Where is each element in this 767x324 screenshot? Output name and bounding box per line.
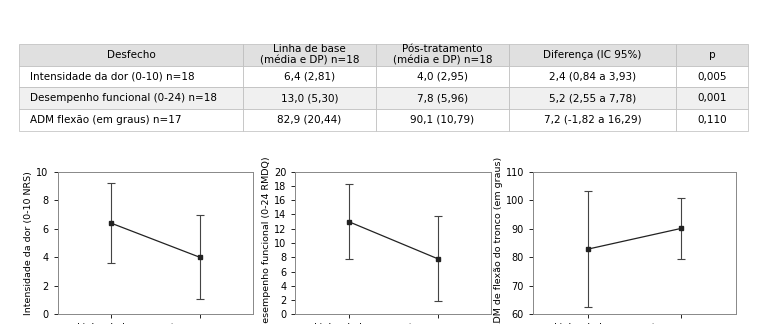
Y-axis label: Desempenho funcional (0-24 RMDQ): Desempenho funcional (0-24 RMDQ): [262, 156, 271, 324]
Y-axis label: Intensidade da dor (0-10 NRS): Intensidade da dor (0-10 NRS): [25, 171, 34, 315]
Y-axis label: ADM de flexão do tronco (em graus): ADM de flexão do tronco (em graus): [494, 157, 503, 324]
